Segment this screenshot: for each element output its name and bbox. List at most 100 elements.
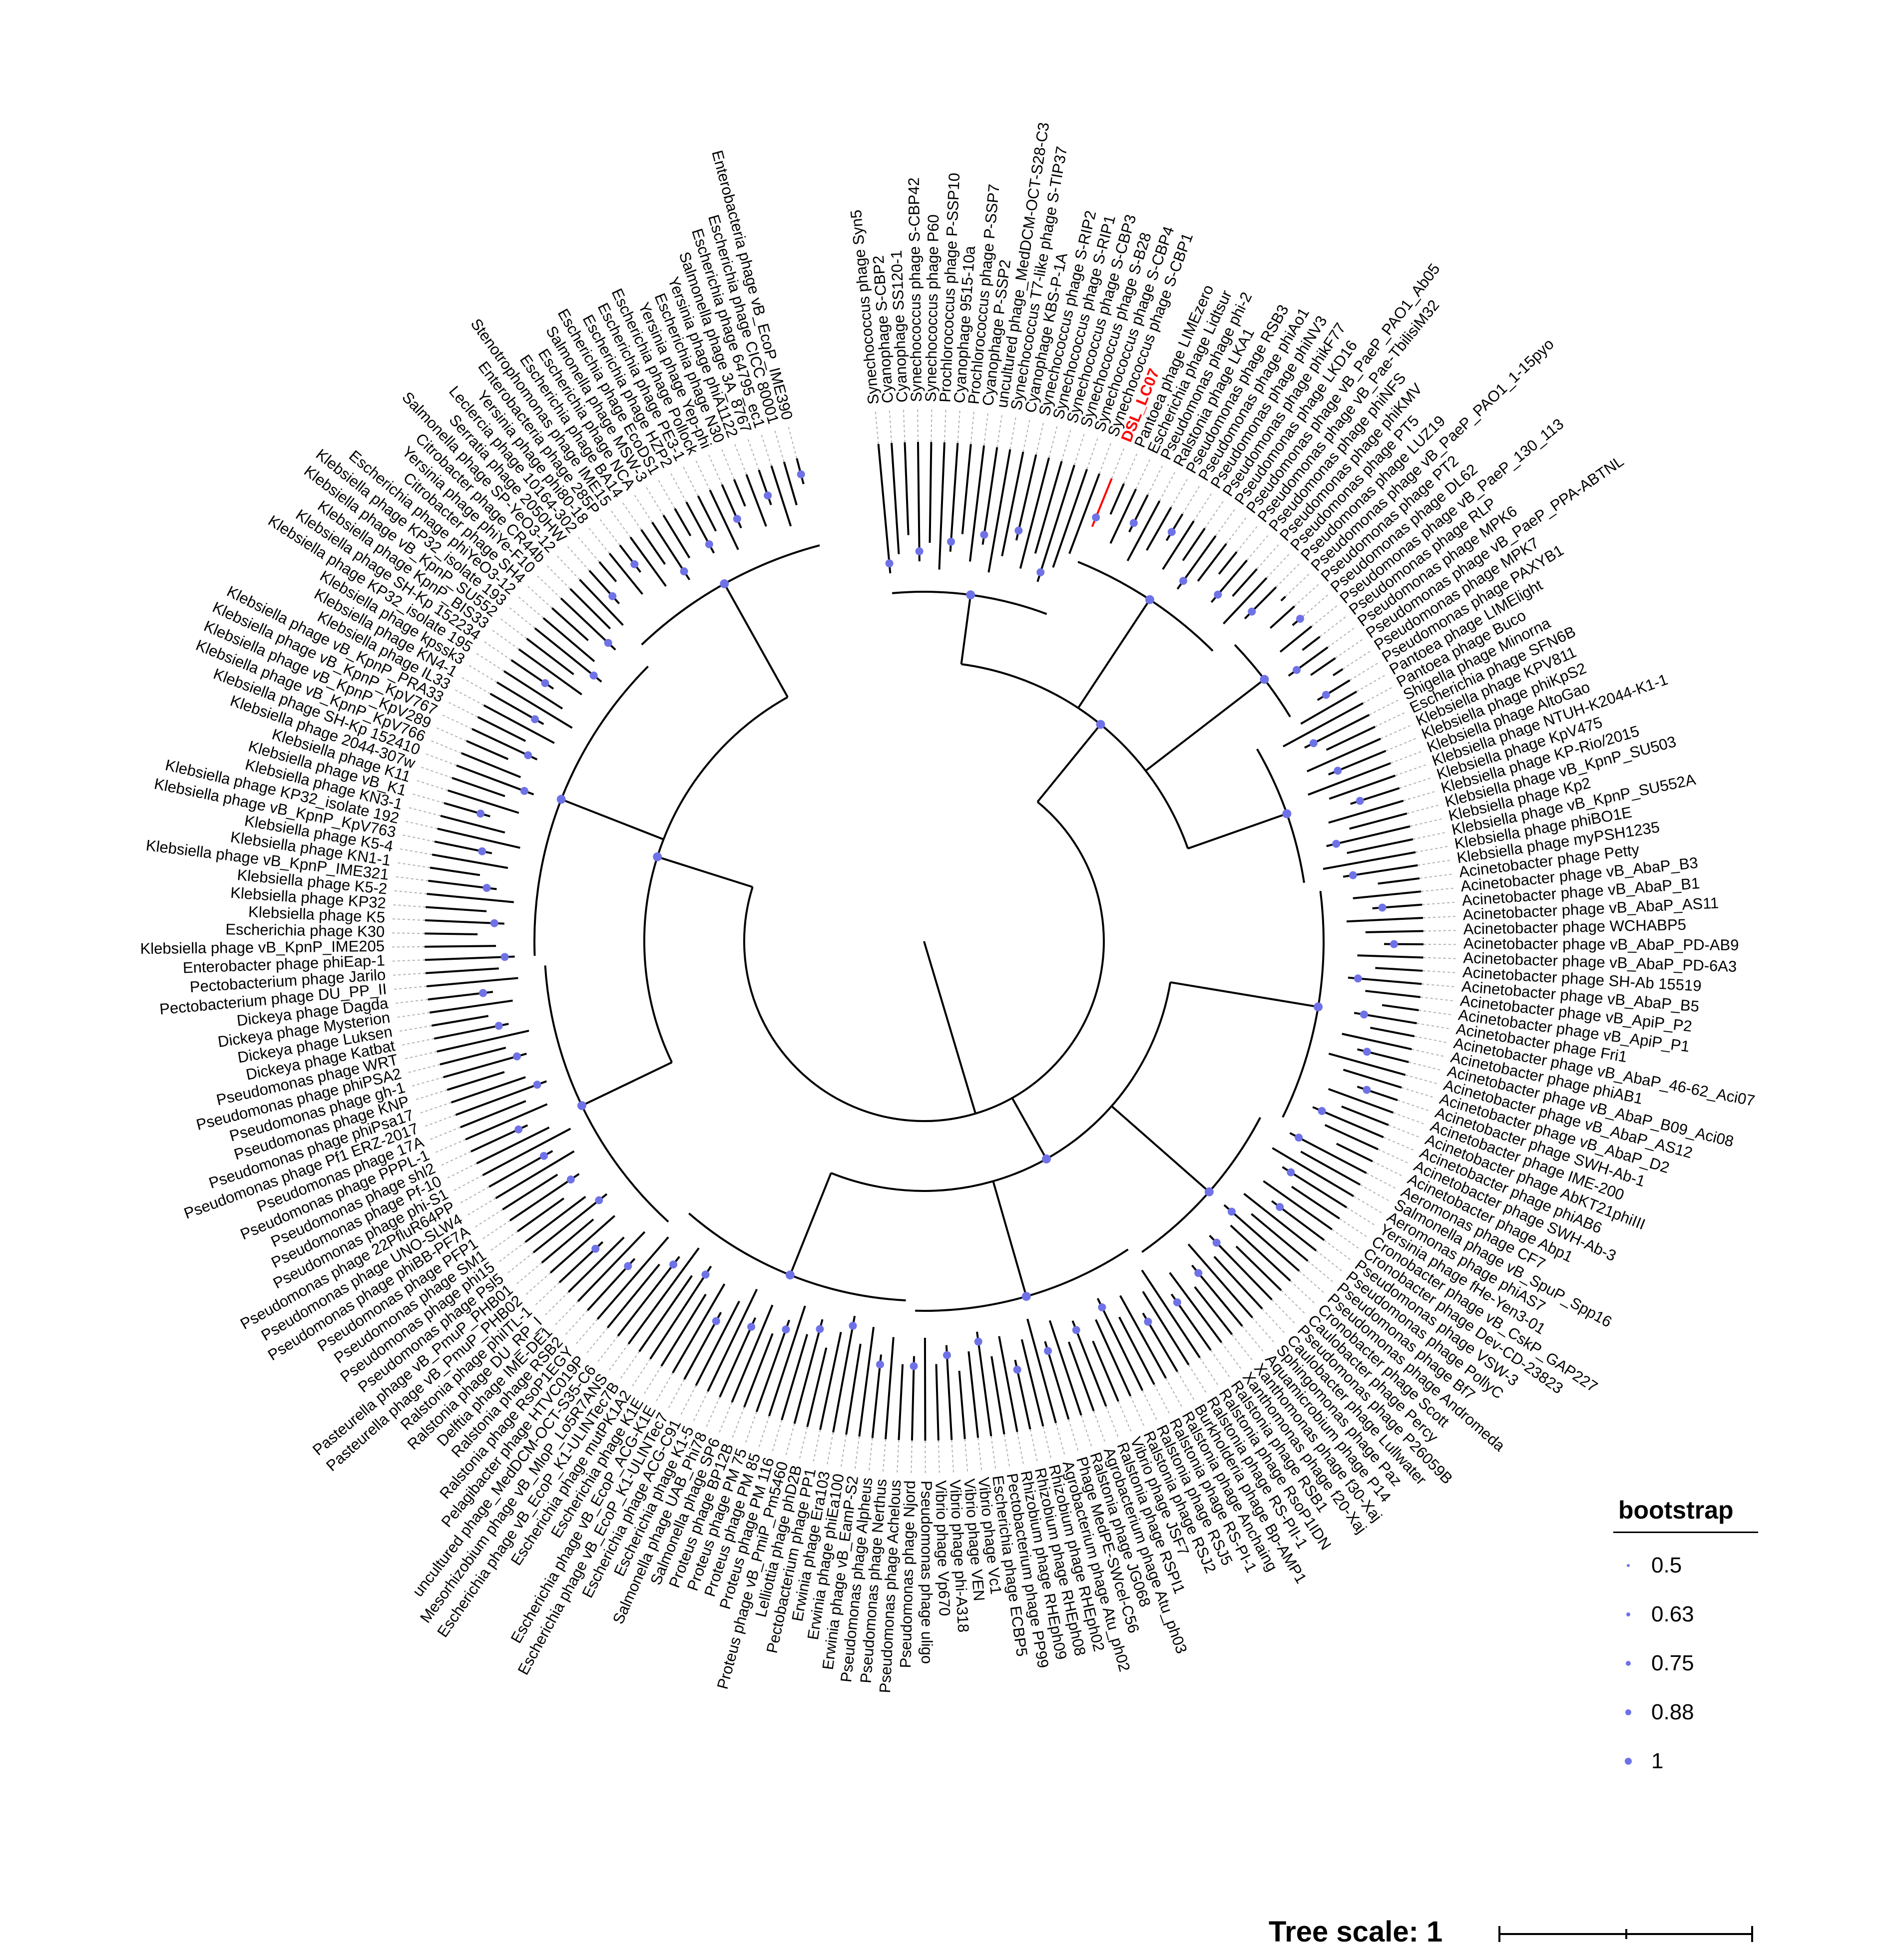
tree-branch [1147, 507, 1171, 550]
leaf-guide-line [1391, 751, 1423, 763]
leaf-guide-line [1166, 1378, 1183, 1409]
leaf-guide-line [747, 437, 759, 470]
leaf-guide-line [1332, 1229, 1361, 1249]
tree-branch [425, 933, 477, 934]
leaf-guide-line [1226, 516, 1247, 544]
bootstrap-node [1042, 1155, 1051, 1164]
bootstrap-node [501, 953, 509, 961]
tree-branch [607, 1264, 659, 1328]
bootstrap-node [1168, 528, 1176, 536]
bootstrap-node [577, 1101, 586, 1110]
tree-branch [1219, 552, 1237, 574]
leaf-guide-line [1360, 1184, 1391, 1201]
tree-branch [639, 1276, 692, 1352]
bootstrap-node [1276, 1203, 1284, 1211]
leaf-guide-line [1412, 1049, 1445, 1057]
tree-branch [461, 1101, 526, 1128]
leaf-guide-line [621, 501, 641, 530]
bootstrap-node [1092, 513, 1100, 521]
bootstrap-node [1293, 666, 1301, 674]
bootstrap-node [1098, 1303, 1106, 1311]
bootstrap-node [1363, 1048, 1371, 1056]
tree-branch [899, 1364, 903, 1440]
leaf-guide-line [682, 465, 698, 496]
leaf-guide-line [1295, 583, 1321, 606]
leaf-guide-line [631, 1359, 650, 1388]
bootstrap-node [764, 491, 772, 499]
leaf-guide-line [507, 606, 535, 628]
tree-branch [1195, 1287, 1232, 1334]
tree-branch [1270, 606, 1294, 628]
leaf-guide-line [424, 753, 457, 766]
leaf-guide-line [404, 821, 438, 829]
leaf-guide-line [1148, 463, 1163, 495]
bootstrap-nodes [476, 470, 1398, 1374]
leaf-guide-line [1316, 1250, 1344, 1272]
leaf-guide-line [1099, 441, 1112, 474]
bootstrap-node [1096, 720, 1105, 729]
leaf-guide-line [774, 428, 784, 462]
tree-branch [724, 584, 788, 697]
leaf-guide-line [1347, 1207, 1376, 1226]
leaf-guide-line [1074, 432, 1085, 465]
tree-branch [1037, 725, 1100, 802]
leaf-guide-line [1286, 572, 1311, 596]
tree-branch [452, 1077, 526, 1103]
tree-root [924, 941, 964, 1075]
leaf-guide-line [1402, 1088, 1435, 1098]
bootstrap-node [916, 547, 924, 555]
bootstrap-node [478, 847, 486, 855]
tree-branch [708, 1289, 757, 1392]
tree-branch [1311, 658, 1335, 675]
leaf-guide-line [574, 1319, 597, 1346]
bootstrap-node [705, 540, 713, 548]
leaf-guide-line [772, 1420, 782, 1454]
bootstrap-node [591, 1245, 599, 1253]
tree-branch [962, 444, 971, 534]
leaf-guide-line [490, 629, 519, 649]
tree-branch [1224, 578, 1267, 624]
leaf-guide-line [397, 1026, 432, 1032]
leaf-guide-line [1281, 1290, 1306, 1315]
bootstrap-node [1322, 691, 1330, 699]
tree-branch [582, 1062, 672, 1106]
leaf-guide-line [645, 485, 664, 515]
leaf-guide-line [732, 1407, 744, 1440]
bootstrap-node [479, 989, 487, 997]
leaf-guide-line [1350, 662, 1380, 681]
bootstrap-node [513, 1053, 521, 1061]
bootstrap-node [1349, 871, 1357, 879]
leaf-guide-line [554, 1301, 578, 1326]
tree-branch [663, 515, 689, 558]
tree-branch [1236, 1246, 1281, 1290]
leaf-guide-line [944, 407, 946, 442]
bootstrap-node [1356, 797, 1364, 805]
tree-branch [675, 508, 690, 536]
tree-branch [1382, 1005, 1418, 1010]
tree-branch [1301, 1152, 1360, 1184]
tree-branch [759, 470, 771, 505]
leaf-guide-line [516, 595, 543, 618]
leaf-guide-line [439, 1152, 471, 1166]
leaf-guide-line [585, 1328, 607, 1355]
leaf-guide-line [1211, 1350, 1231, 1379]
bootstrap-legend: bootstrap 0.5 0.63 0.75 0.88 1 [1613, 1496, 1758, 1786]
tree-branch [905, 442, 908, 535]
leaf-guide-line [1183, 484, 1201, 514]
leaf-guide-line [435, 727, 467, 741]
leaf-guide-line [1422, 971, 1457, 973]
leaf-guide-line [1340, 1218, 1369, 1238]
bootstrap-node [1013, 1366, 1021, 1374]
leaf-guide-line [481, 1220, 510, 1240]
tree-branch [1188, 1244, 1252, 1318]
leaf-guide-line [788, 424, 797, 458]
tree-branch [950, 443, 958, 552]
leaf-guide-line [1384, 1137, 1415, 1151]
tree-branch [628, 1248, 699, 1344]
leaf-guide-line [395, 1013, 430, 1018]
bootstrap-node [557, 795, 566, 804]
tree-branch [1329, 1089, 1394, 1113]
leaf-guide-line [1124, 451, 1138, 483]
leaf-guide-line [984, 411, 988, 445]
